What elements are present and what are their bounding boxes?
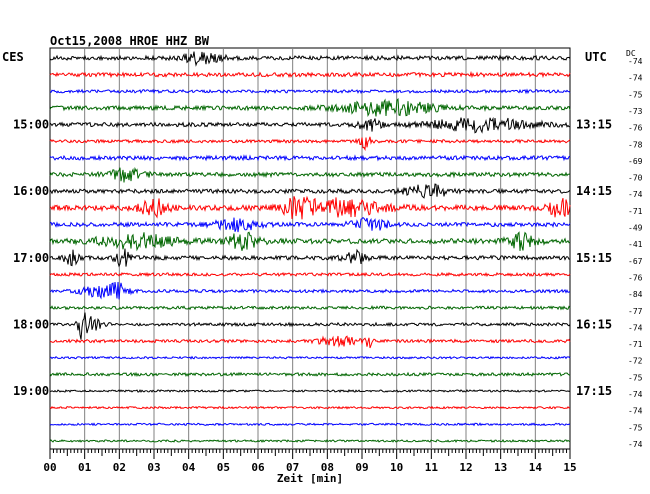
- trace-line: [49, 217, 571, 233]
- dc-value: -74: [628, 440, 643, 449]
- x-tick-label: 08: [321, 461, 334, 474]
- left-timezone-label: CES: [2, 50, 24, 64]
- trace-line: [49, 231, 571, 252]
- dc-value: -73: [628, 107, 643, 116]
- dc-value: -49: [628, 224, 643, 233]
- x-tick-label: 15: [563, 461, 576, 474]
- trace-line: [49, 335, 571, 349]
- dc-value: -71: [628, 340, 643, 349]
- trace-line: [49, 281, 571, 300]
- dc-value: -74: [628, 390, 643, 399]
- trace-line: [49, 70, 571, 79]
- dc-value: -75: [628, 90, 643, 99]
- x-tick-label: 09: [355, 461, 368, 474]
- trace-line: [49, 195, 571, 220]
- trace-line: [49, 389, 571, 393]
- hour-label-left: 15:00: [13, 118, 49, 132]
- dc-value: -74: [628, 323, 643, 332]
- trace-line: [49, 116, 571, 134]
- hour-label-right: 17:15: [576, 384, 612, 398]
- trace-line: [49, 371, 571, 378]
- x-tick-label: 04: [182, 461, 196, 474]
- hour-label-left: 17:00: [13, 251, 49, 265]
- hour-label-left: 16:00: [13, 184, 49, 198]
- hour-label-right: 14:15: [576, 184, 612, 198]
- hour-label-left: 18:00: [13, 317, 49, 331]
- dc-value: -70: [628, 174, 643, 183]
- right-timezone-label: UTC: [585, 50, 607, 64]
- x-tick-label: 03: [147, 461, 160, 474]
- dc-value: -71: [628, 207, 643, 216]
- trace-line: [49, 405, 571, 410]
- trace-line: [49, 136, 571, 152]
- dc-value: -69: [628, 157, 643, 166]
- trace-line: [49, 51, 571, 67]
- x-tick-label: 00: [43, 461, 56, 474]
- dc-value: -77: [628, 307, 643, 316]
- dc-label: DC: [626, 49, 636, 58]
- hour-label-left: 19:00: [13, 384, 49, 398]
- dc-value: -74: [628, 190, 643, 199]
- trace-line: [49, 305, 571, 311]
- x-tick-label: 06: [251, 461, 265, 474]
- dc-value: -67: [628, 257, 643, 266]
- x-tick-label: 07: [286, 461, 299, 474]
- hour-label-right: 15:15: [576, 251, 612, 265]
- trace-line: [49, 271, 571, 278]
- trace-line: [49, 439, 571, 443]
- x-axis-label: Zeit [min]: [277, 472, 343, 485]
- x-axis: 00 01 02 03 04 05 06 07 08 09 10 11 12 13 14 15: [43, 449, 577, 474]
- trace-line: [49, 88, 571, 95]
- trace-line: [49, 422, 571, 427]
- trace-line: [49, 312, 571, 340]
- dc-value: -74: [628, 57, 643, 66]
- hour-label-right: 13:15: [576, 118, 612, 132]
- dc-value: -84: [628, 290, 643, 299]
- x-tick-label: 10: [390, 461, 403, 474]
- trace-group: [49, 51, 571, 443]
- dc-value: -76: [628, 273, 643, 282]
- dc-value: -74: [628, 407, 643, 416]
- dc-value: -74: [628, 74, 643, 83]
- x-tick-label: 01: [78, 461, 92, 474]
- chart-title: Oct15,2008 HROE HHZ BW: [50, 34, 210, 48]
- dc-value: -75: [628, 423, 643, 432]
- x-tick-label: 02: [113, 461, 126, 474]
- dc-value: -78: [628, 140, 643, 149]
- trace-line: [49, 166, 571, 183]
- dc-value: -76: [628, 124, 643, 133]
- trace-line: [49, 355, 571, 360]
- dc-value: -41: [628, 240, 643, 249]
- trace-line: [49, 248, 571, 268]
- hour-label-right: 16:15: [576, 317, 612, 331]
- row-labels: 15:00 16:00 17:00 18:00 19:00 13:15 14:15 15:15…: [13, 57, 643, 449]
- dc-value: -75: [628, 373, 643, 382]
- x-tick-label: 13: [494, 461, 507, 474]
- grid: [84, 48, 536, 449]
- x-tick-label: 14: [529, 461, 543, 474]
- x-tick-label: 05: [217, 461, 230, 474]
- trace-line: [49, 154, 571, 162]
- x-tick-label: 11: [425, 461, 439, 474]
- x-tick-label: 12: [459, 461, 472, 474]
- trace-line: [49, 97, 571, 118]
- dc-value: -72: [628, 357, 643, 366]
- trace-line: [49, 183, 571, 199]
